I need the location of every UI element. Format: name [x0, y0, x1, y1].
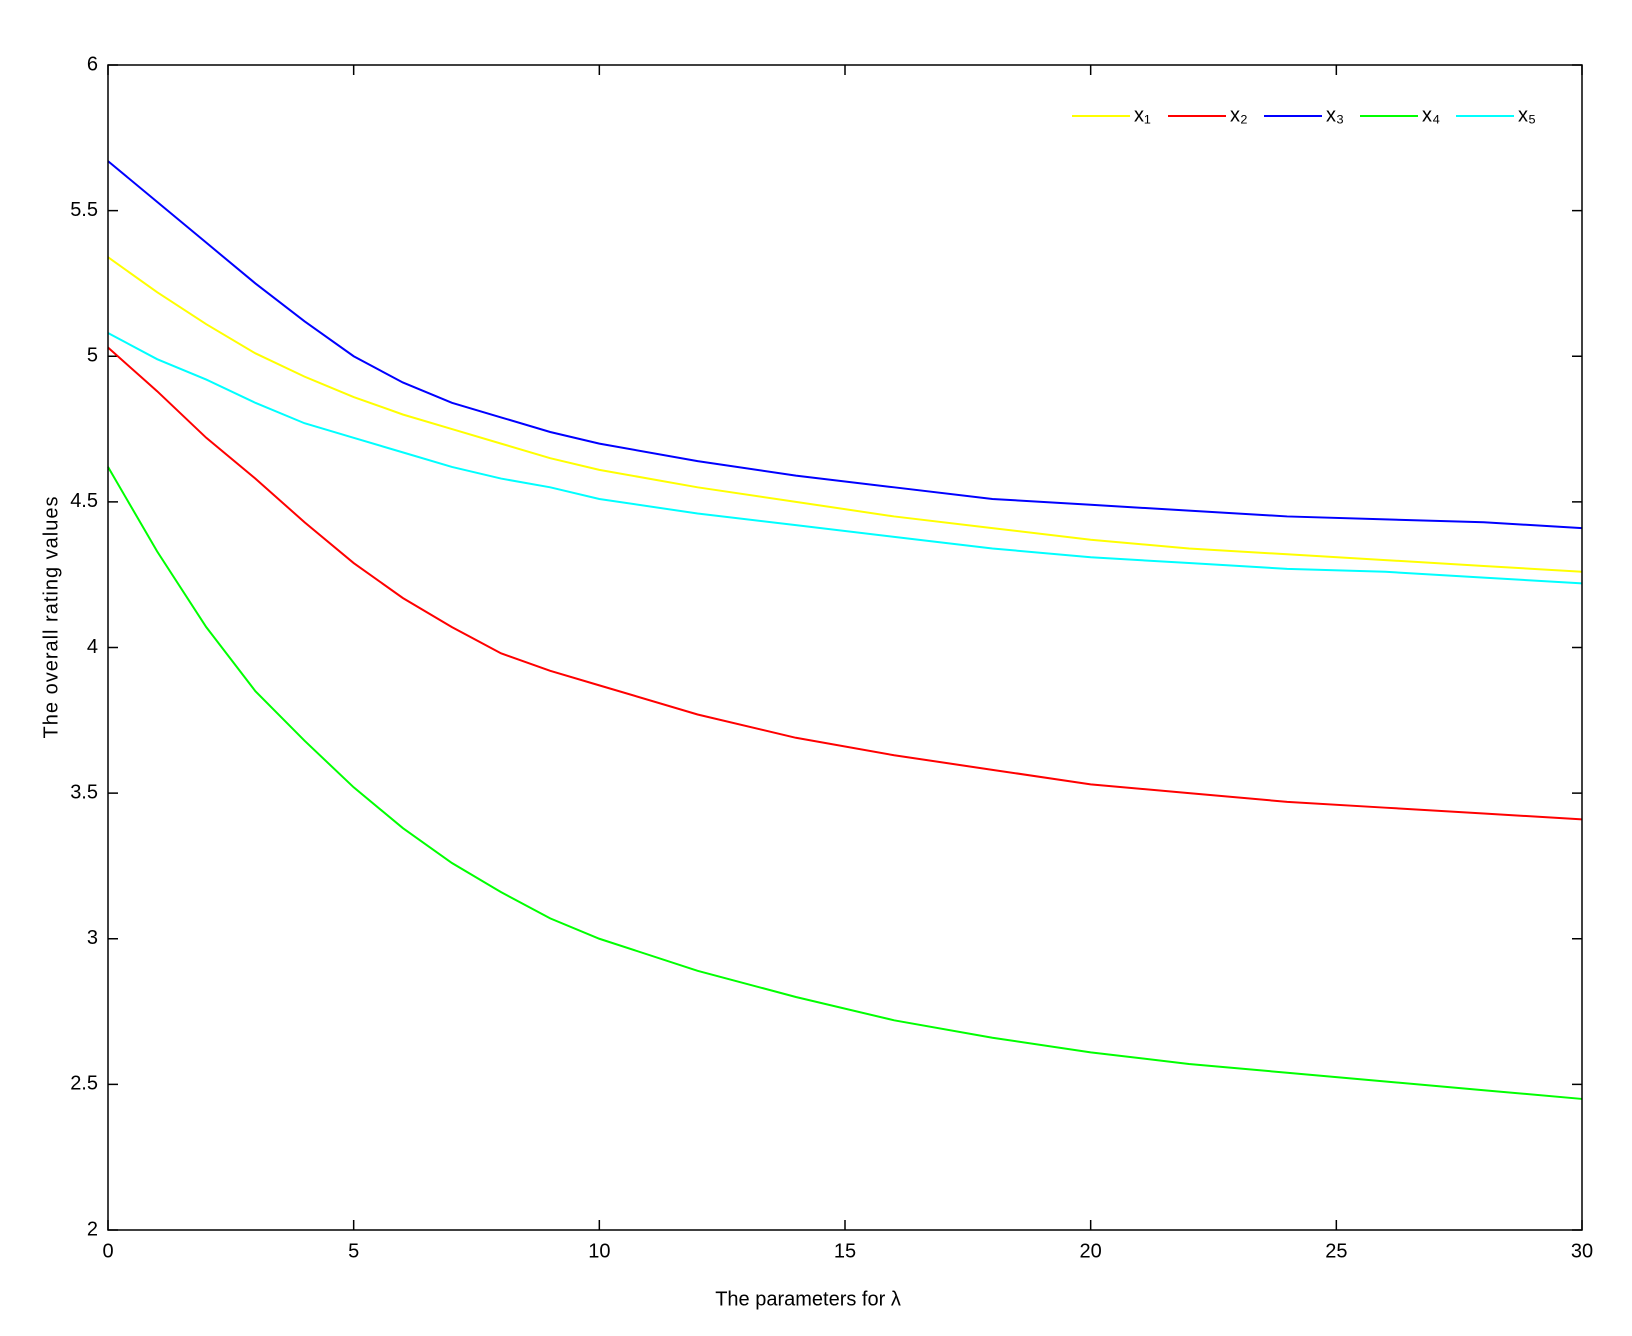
series-line	[107, 256, 1583, 573]
x-tick-label: 15	[834, 1240, 856, 1262]
x-tick-label: 0	[102, 1240, 113, 1262]
x-tick-label: 30	[1571, 1240, 1593, 1262]
legend-label: x₁	[1134, 104, 1151, 126]
y-tick-label: 2.5	[70, 1073, 98, 1095]
legend-label: x₅	[1518, 104, 1536, 126]
y-tick-label: 3	[87, 927, 98, 949]
x-tick-label: 5	[348, 1240, 359, 1262]
y-tick-label: 3.5	[70, 781, 98, 803]
y-tick-label: 4.5	[70, 490, 98, 512]
y-tick-label: 6	[87, 53, 98, 75]
x-axis-label: The parameters for λ	[715, 1288, 901, 1310]
plot-frame	[107, 64, 1583, 1231]
legend-label: x₄	[1422, 104, 1440, 126]
series-line	[107, 346, 1583, 821]
series-line	[107, 160, 1583, 530]
series-line	[107, 466, 1583, 1100]
legend-label: x₂	[1230, 104, 1248, 126]
x-tick-label: 20	[1080, 1240, 1102, 1262]
x-tick-label: 10	[588, 1240, 610, 1262]
y-tick-label: 2	[87, 1218, 98, 1240]
y-tick-label: 5.5	[70, 199, 98, 221]
series-line	[107, 332, 1583, 585]
x-tick-label: 25	[1325, 1240, 1347, 1262]
y-tick-label: 5	[87, 345, 98, 367]
y-tick-label: 4	[87, 636, 98, 658]
y-axis-label: The overall rating values	[40, 496, 62, 739]
legend-label: x₃	[1326, 104, 1344, 126]
